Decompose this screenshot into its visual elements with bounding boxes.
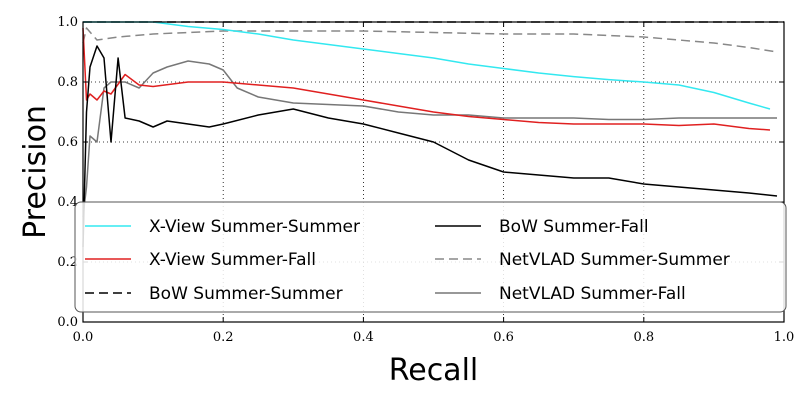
legend-label-2: BoW Summer-Summer (149, 284, 343, 304)
series-line-5 (82, 60, 777, 218)
legend: X-View Summer-Summer X-View Summer-Fall Bo… (74, 201, 787, 313)
y-tick-label: 0.6 (57, 135, 78, 150)
series-line-4 (82, 27, 778, 53)
y-tick-label: 0.4 (57, 195, 78, 210)
axis-ticks: 0.0 0.2 0.4 0.6 0.8 1.0 0.0 0.2 0.4 0.6 0.8 1.0 (57, 15, 794, 345)
y-tick-label: 0.8 (57, 75, 78, 90)
y-axis-title: Precision (18, 105, 53, 239)
x-tick-label: 0.2 (213, 330, 234, 345)
legend-label-0: X-View Summer-Summer (149, 217, 360, 237)
x-tick-label: 0.8 (633, 330, 654, 345)
x-tick-label: 0.6 (493, 330, 514, 345)
y-tick-label: 0.2 (57, 255, 78, 270)
plot-frame (82, 21, 785, 323)
y-tick-label: 0.0 (57, 315, 78, 330)
x-axis-title: Recall (389, 353, 479, 388)
y-tick-label: 1.0 (57, 15, 78, 30)
legend-label-5: NetVLAD Summer-Fall (499, 284, 686, 304)
legend-label-3: BoW Summer-Fall (499, 217, 649, 237)
x-tick-label: 0.0 (73, 330, 94, 345)
series-line-3 (82, 45, 778, 248)
series-line-0 (83, 21, 771, 110)
legend-label-1: X-View Summer-Fall (149, 250, 316, 270)
x-tick-label: 0.4 (353, 330, 374, 345)
x-tick-label: 1.0 (774, 330, 795, 345)
legend-label-4: NetVLAD Summer-Summer (499, 250, 730, 270)
legend-box (74, 201, 787, 313)
